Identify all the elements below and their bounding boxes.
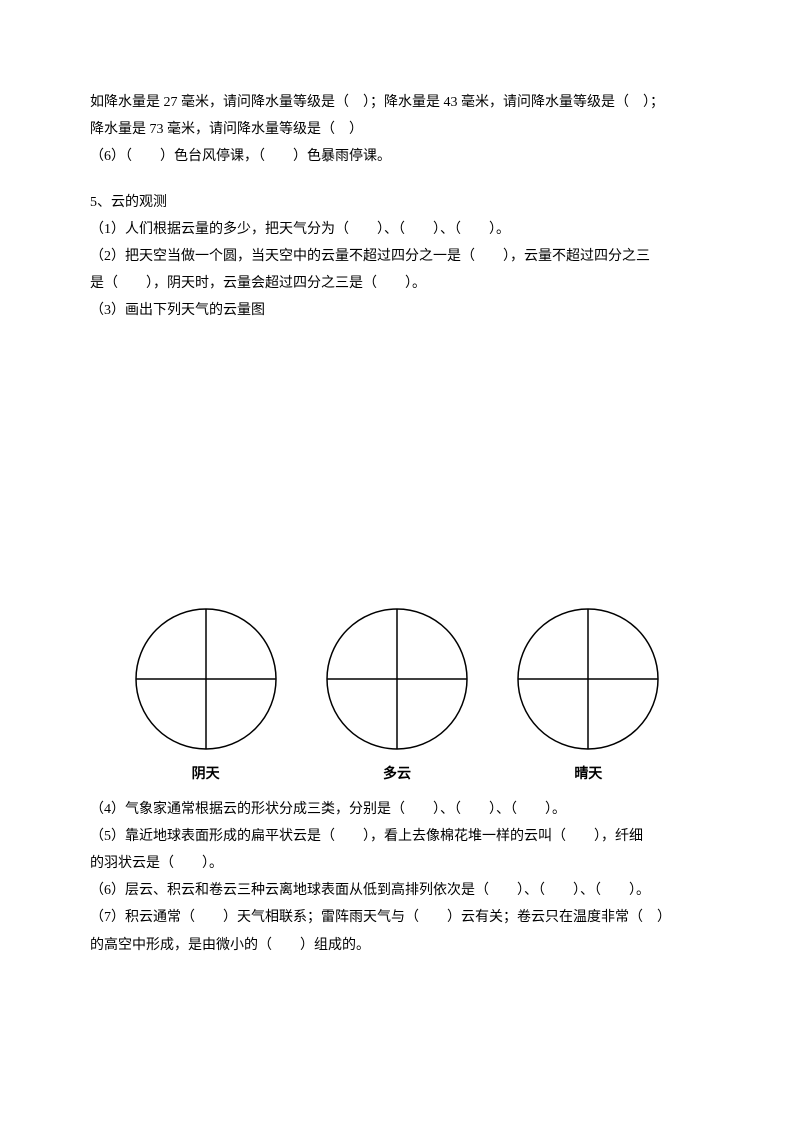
section5-q4: （4）气象家通常根据云的形状分成三类，分别是（ ）、（ ）、（ ）。	[90, 797, 704, 822]
section5-q3: （3）画出下列天气的云量图	[90, 298, 704, 323]
section5-q2b: 是（ ），阴天时，云量会超过四分之三是（ ）。	[90, 271, 704, 296]
section5-q5b: 的羽状云是（ ）。	[90, 851, 704, 876]
circle-block-1: 阴天	[131, 604, 281, 787]
intro-line-2: 降水量是 73 毫米，请问降水量等级是（ ）	[90, 117, 704, 142]
section5-q7b: 的高空中形成，是由微小的（ ）组成的。	[90, 933, 704, 958]
circle-block-2: 多云	[322, 604, 472, 787]
section5-q6: （6）层云、积云和卷云三种云离地球表面从低到高排列依次是（ ）、（ ）、（ ）。	[90, 878, 704, 903]
circle-diagram-1	[131, 604, 281, 754]
section5-title: 5、云的观测	[90, 190, 704, 215]
cloud-diagram-container: 阴天 多云 晴天	[90, 604, 704, 787]
intro-line-3: （6）（ ）色台风停课，（ ）色暴雨停课。	[90, 144, 704, 169]
circle-diagram-3	[513, 604, 663, 754]
circle-label-1: 阴天	[192, 762, 220, 787]
section5-q1: （1）人们根据云量的多少，把天气分为（ ）、（ ）、（ ）。	[90, 217, 704, 242]
section5-q2a: （2）把天空当做一个圆，当天空中的云量不超过四分之一是（ ），云量不超过四分之三	[90, 244, 704, 269]
circle-label-2: 多云	[383, 762, 411, 787]
intro-line-1: 如降水量是 27 毫米，请问降水量等级是（ ）；降水量是 43 毫米，请问降水量…	[90, 90, 704, 115]
circle-diagram-2	[322, 604, 472, 754]
section5-q5a: （5）靠近地球表面形成的扁平状云是（ ），看上去像棉花堆一样的云叫（ ），纤细	[90, 824, 704, 849]
section5-q7a: （7）积云通常（ ）天气相联系；雷阵雨天气与（ ）云有关；卷云只在温度非常（ ）	[90, 905, 704, 930]
circle-block-3: 晴天	[513, 604, 663, 787]
circle-label-3: 晴天	[574, 762, 602, 787]
